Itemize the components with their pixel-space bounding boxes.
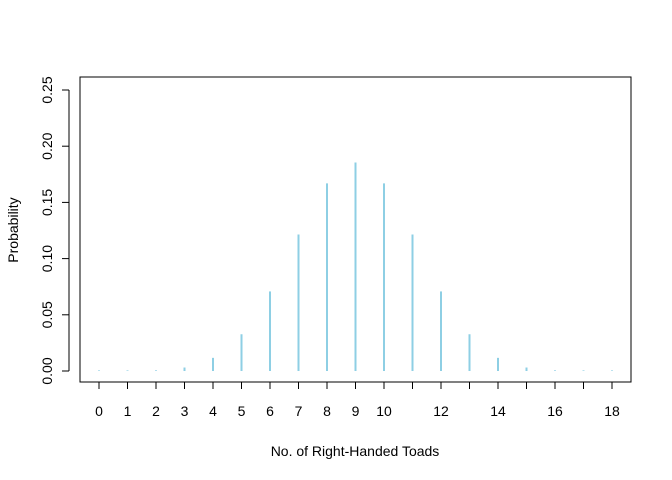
y-axis: 0.00 0.05 0.10 0.15 0.20 0.25 [39, 76, 70, 385]
x-tick-label: 10 [376, 403, 392, 419]
y-tick-label: 0.10 [39, 245, 55, 272]
x-tick-label: 0 [95, 403, 103, 419]
x-tick-label: 8 [323, 403, 331, 419]
x-tick-label: 6 [266, 403, 274, 419]
x-tick-label: 14 [490, 403, 506, 419]
x-tick-label: 4 [209, 403, 217, 419]
x-tick-label: 2 [152, 403, 160, 419]
x-tick-label: 3 [181, 403, 189, 419]
x-tick-label: 7 [295, 403, 303, 419]
bars-group [98, 162, 613, 371]
x-tick-label: 12 [433, 403, 449, 419]
x-axis: 0 1 2 3 4 5 6 7 8 9 10 12 14 16 18 [95, 381, 620, 419]
x-tick-label: 9 [352, 403, 360, 419]
y-tick-label: 0.05 [39, 301, 55, 328]
x-tick-label: 16 [547, 403, 563, 419]
y-tick-label: 0.25 [39, 76, 55, 103]
x-axis-title: No. of Right-Handed Toads [271, 443, 440, 459]
y-axis-title: Probability [5, 197, 21, 262]
x-tick-label: 5 [238, 403, 246, 419]
x-tick-label: 1 [124, 403, 132, 419]
y-tick-label: 0.15 [39, 189, 55, 216]
y-tick-label: 0.00 [39, 357, 55, 384]
x-tick-label: 18 [604, 403, 620, 419]
y-tick-label: 0.20 [39, 132, 55, 159]
